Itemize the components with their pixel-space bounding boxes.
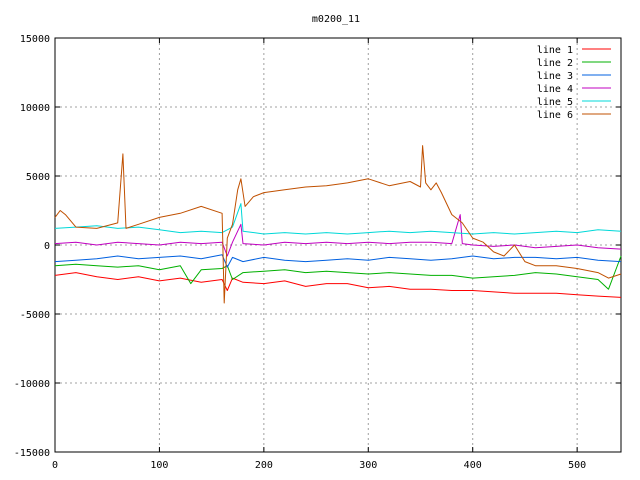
- x-tick-label-3: 300: [359, 460, 377, 471]
- series-line-5: [54, 203, 622, 235]
- y-tick-label-0: -15000: [14, 448, 50, 459]
- y-tick-label-2: -5000: [20, 310, 50, 321]
- x-tick-label-2: 200: [255, 460, 273, 471]
- x-tick-label-4: 400: [464, 460, 482, 471]
- y-tick-label-1: -10000: [14, 379, 50, 390]
- y-tick-label-3: 0: [44, 241, 50, 252]
- x-tick-label-1: 100: [150, 460, 168, 471]
- y-tick-label-5: 10000: [20, 103, 50, 114]
- legend-label-5: line 5: [537, 97, 573, 108]
- series-line-6: [54, 145, 622, 304]
- legend-label-6: line 6: [537, 110, 573, 121]
- y-tick-label-6: 15000: [20, 34, 50, 45]
- series-line-2: [54, 255, 622, 290]
- x-tick-label-5: 500: [568, 460, 586, 471]
- chart-title: m0200_11: [312, 14, 360, 25]
- legend-label-1: line 1: [537, 45, 573, 56]
- legend-label-2: line 2: [537, 58, 573, 69]
- legend-label-4: line 4: [537, 84, 573, 95]
- legend-label-3: line 3: [537, 71, 573, 82]
- series-line-1: [54, 272, 622, 298]
- x-tick-label-0: 0: [52, 460, 58, 471]
- series-line-4: [54, 214, 622, 257]
- series-line-3: [54, 254, 622, 268]
- y-tick-label-4: 5000: [26, 172, 50, 183]
